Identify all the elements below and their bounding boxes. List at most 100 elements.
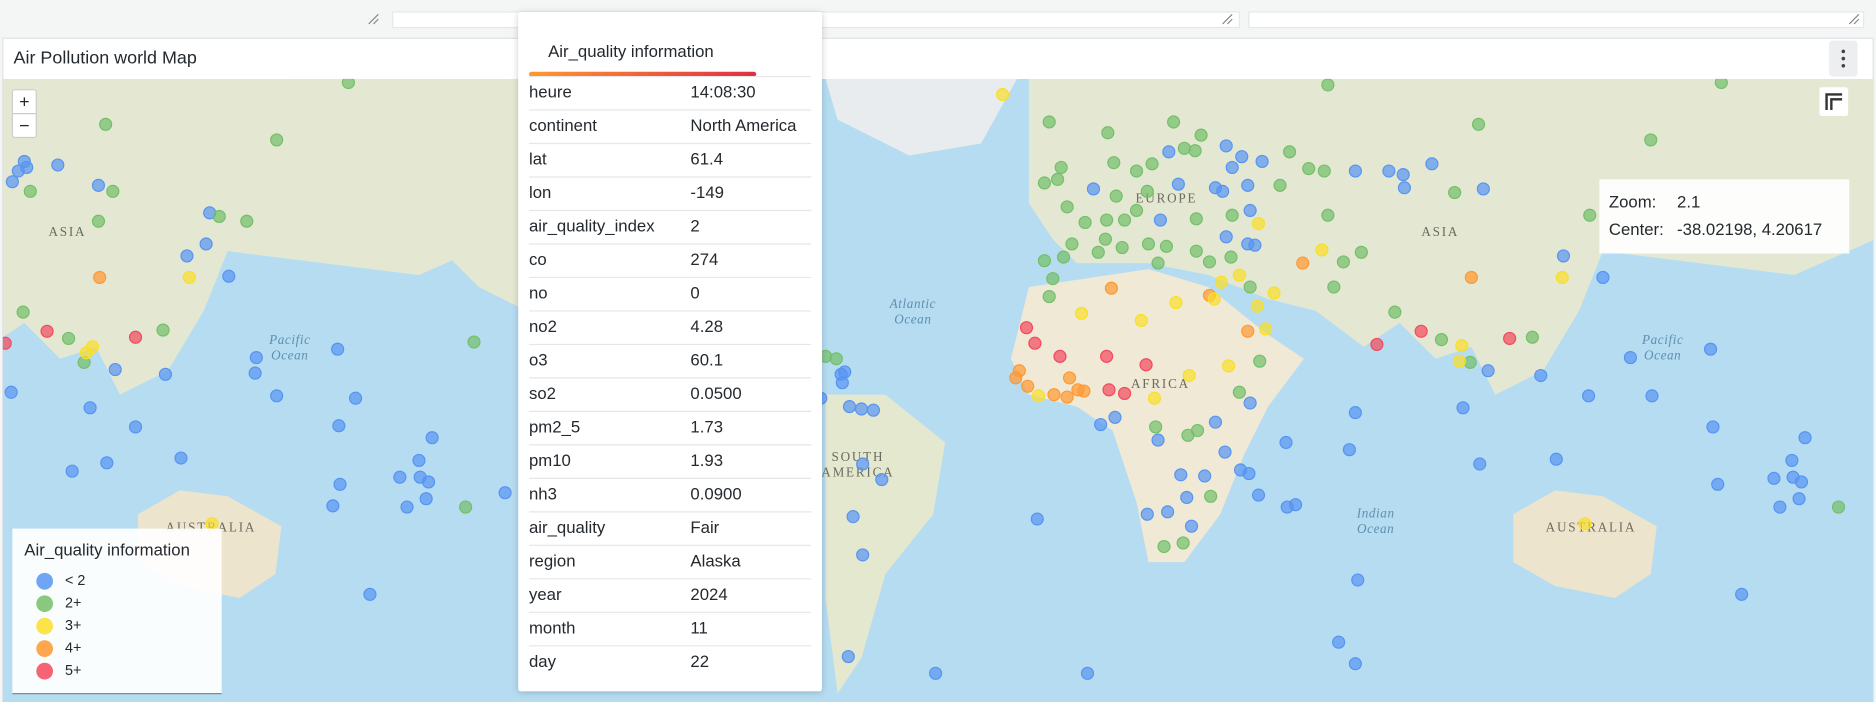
station-dot [1134,313,1148,328]
station-dot [842,400,857,414]
station-dot [1077,384,1091,398]
layer-switch[interactable] [1819,87,1849,117]
station-dot [1094,417,1108,432]
zoom-out[interactable]: − [19,116,29,136]
station-dot [1207,292,1221,306]
station-dot [1232,385,1246,399]
station-dot [1242,467,1256,481]
station-dot [1182,368,1196,383]
station-dot [846,510,860,524]
station-dot [1031,389,1046,403]
station-dot [349,391,363,405]
station-dot [1706,420,1720,434]
tooltip-key: o3 [529,351,548,370]
zoom-in[interactable]: + [19,92,29,112]
station-dot [1279,435,1293,450]
station-dot [1098,232,1113,246]
station-dot [1129,164,1144,178]
station-dot [1332,635,1346,649]
station-dot [1222,359,1236,373]
station-dot [1382,164,1396,178]
tooltip-value: 0 [690,284,699,303]
station-dot [1250,299,1264,313]
map-label: AFRICA [1131,376,1190,391]
zoom-label: Zoom: [1609,193,1656,212]
station-dot [1060,200,1074,214]
tooltip-value: 61.4 [690,150,723,169]
station-dot [2,336,12,350]
station-dot [1054,160,1068,175]
station-dot [1101,126,1115,140]
station-dot [1831,500,1846,514]
legend-label: 5+ [65,663,81,679]
station-dot [1074,306,1089,320]
station-dot [866,403,880,417]
station-dot [1140,507,1154,521]
station-dot [1102,383,1116,397]
tooltip-key: co [529,250,547,269]
legend-swatch [36,572,54,590]
station-dot [393,470,407,484]
station-dot [400,500,414,514]
station-dot [51,158,65,172]
station-dot [425,431,439,445]
map: ASIAPacificOceanAUSTRALIAAtlanticOceanEU… [2,78,1874,702]
station-dot [4,385,18,399]
station-dot [1785,453,1799,468]
station-dot [341,78,355,90]
station-dot [1078,215,1092,230]
tooltip-value: 0.0500 [690,384,741,403]
station-dot [1370,337,1384,351]
station-dot [856,548,870,562]
station-dot [1348,164,1362,178]
tooltip-value: 274 [690,250,718,269]
top-inputs [0,0,1865,29]
station-dot [1253,354,1267,368]
tooltip-value: 60.1 [690,351,723,370]
tooltip-value: 2 [690,217,699,236]
station-dot [1396,168,1410,182]
station-dot [1129,203,1144,218]
station-dot [1645,389,1659,403]
tooltip-key: month [529,618,576,637]
station-dot [829,352,843,366]
station-dot [1042,115,1056,129]
station-dot [835,376,849,390]
station-dot [1198,469,1212,483]
station-dot [838,365,852,379]
tooltip-key: year [529,585,562,604]
station-dot [1062,371,1077,385]
station-dot [1327,280,1341,294]
station-dot [1296,256,1310,270]
station-dot [1181,428,1195,442]
station-dot [1596,270,1610,285]
station-dot [1176,536,1190,550]
station-dot [1464,270,1478,285]
station-dot [1315,243,1329,257]
station-dot [205,517,219,531]
station-dot [1473,457,1487,471]
station-dot [1471,117,1486,131]
map-label: Pacific [1641,332,1683,347]
legend-label: < 2 [65,573,85,589]
station-dot [333,477,347,491]
station-dot [1080,666,1095,680]
station-dot [1714,78,1728,90]
station-dot [1224,250,1238,264]
station-dot [1703,342,1718,356]
station-dot [1086,182,1101,196]
station-dot [1289,498,1303,512]
station-dot [1711,477,1725,491]
station-dot [83,401,97,415]
station-dot [99,117,113,131]
station-dot [1235,150,1249,164]
station-dot [16,305,30,319]
station-dot [1556,249,1571,263]
station-dot [1448,185,1462,200]
tooltip-key: pm2_5 [529,418,580,437]
station-dot [1060,390,1074,404]
station-dot [1302,162,1316,176]
station-dot [1251,488,1266,502]
tooltip-key: no [529,284,548,303]
